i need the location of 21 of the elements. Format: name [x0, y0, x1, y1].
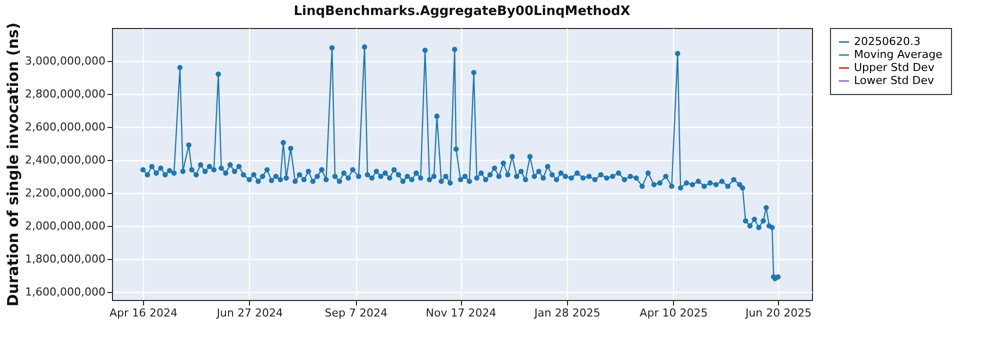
x-tick-label: Nov 17 2024	[426, 306, 496, 320]
legend-label: 20250620.3	[854, 35, 920, 48]
x-tick-label: Apr 16 2024	[110, 306, 178, 320]
legend-label: Lower Std Dev	[854, 74, 934, 87]
y-axis-title: Duration of single invocation (ns)	[4, 22, 22, 306]
y-tick-label: 2,400,000,000	[25, 153, 106, 166]
x-tick-label: Apr 10 2025	[640, 306, 708, 320]
x-tick-label: Jan 28 2025	[533, 306, 600, 320]
x-tick-label: Jun 27 2024	[216, 306, 283, 320]
y-tick-label: 2,800,000,000	[25, 87, 106, 100]
legend-label: Moving Average	[854, 48, 943, 61]
y-tick-label: 1,600,000,000	[25, 285, 106, 298]
y-tick-label: 1,800,000,000	[25, 252, 106, 266]
chart-title: LinqBenchmarks.AggregateBy00LinqMethodX	[294, 4, 630, 19]
y-tick-label: 2,600,000,000	[25, 120, 106, 134]
x-tick-label: Jun 20 2025	[744, 306, 812, 320]
x-tick-label: Sep 7 2024	[324, 306, 388, 320]
y-tick-label: 2,000,000,000	[25, 219, 106, 232]
y-tick-label: 3,000,000,000	[25, 54, 106, 68]
legend-label: Upper Std Dev	[854, 61, 935, 74]
y-tick-label: 2,200,000,000	[25, 186, 106, 200]
